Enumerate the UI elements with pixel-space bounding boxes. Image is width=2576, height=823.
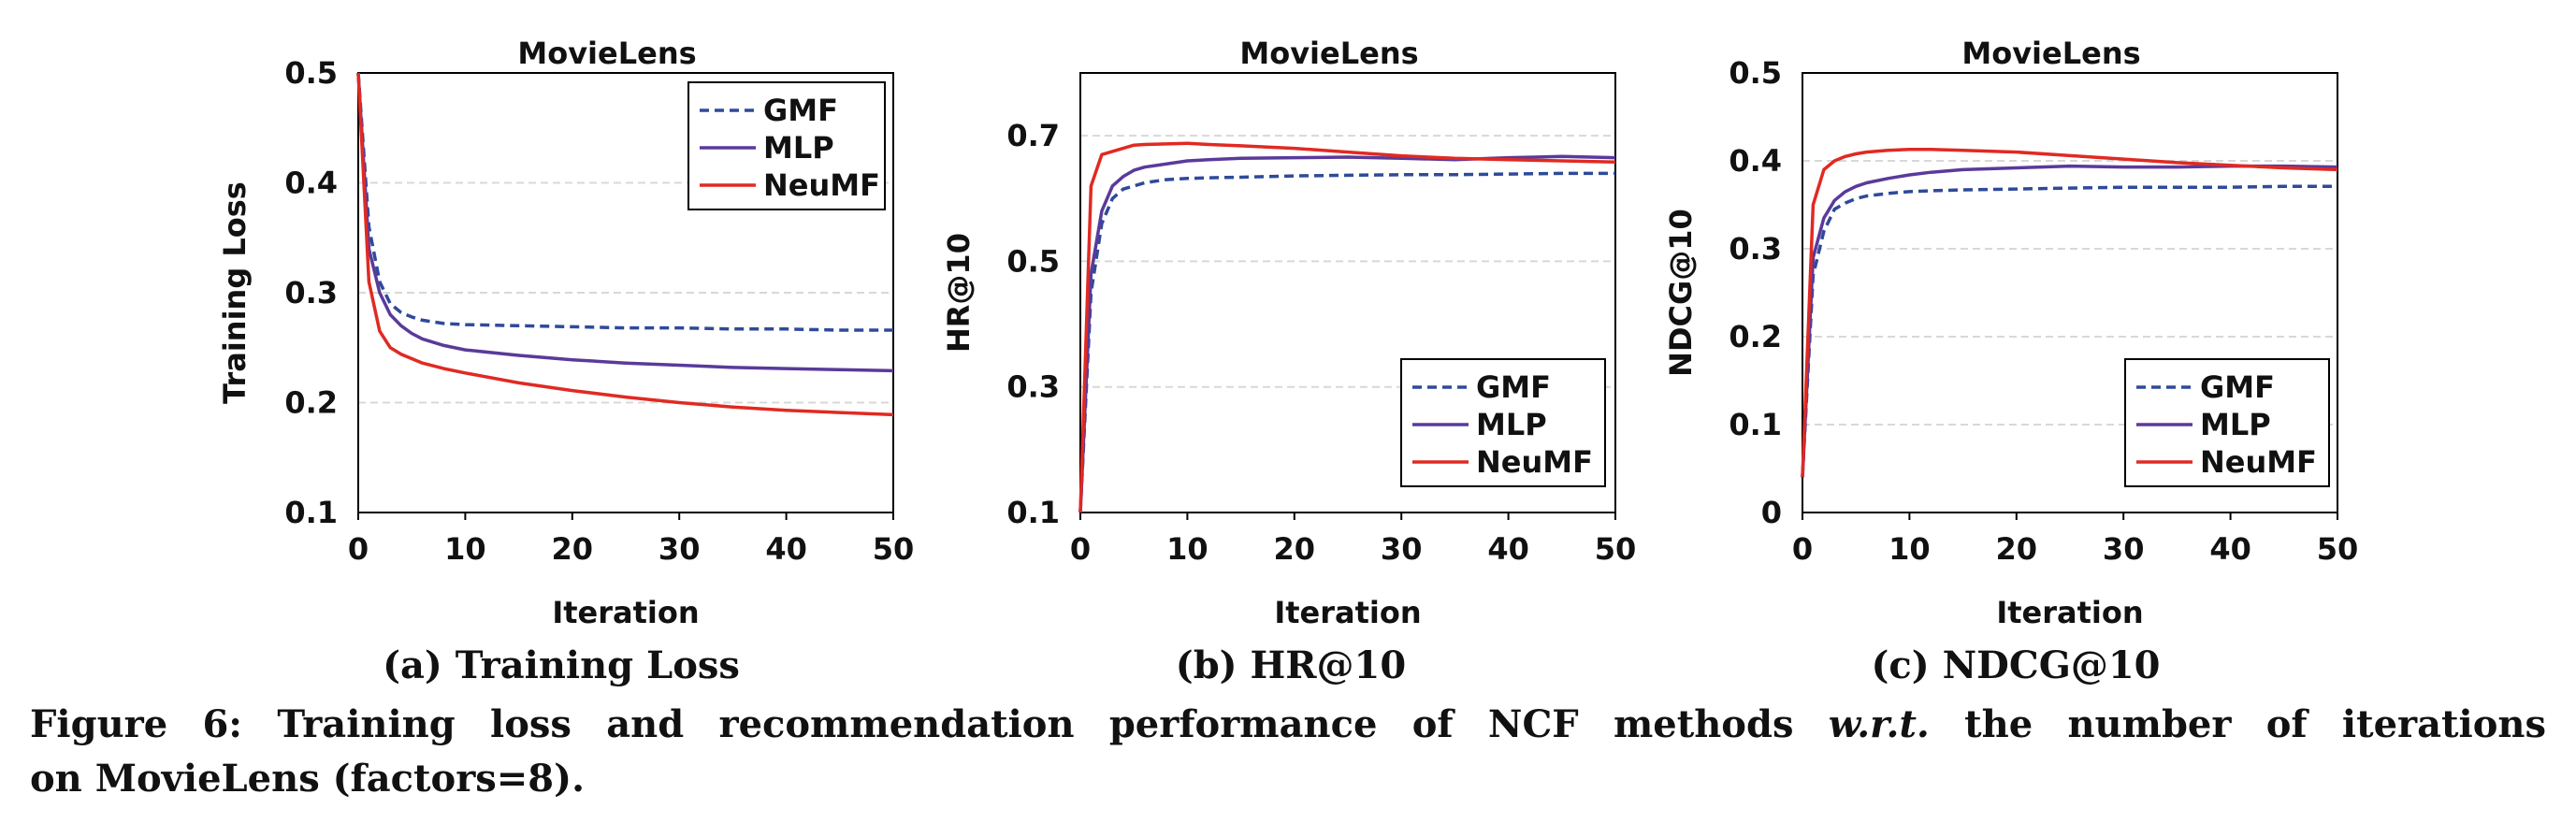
legend-label-mlp: MLP — [1476, 407, 1547, 442]
panel-training-loss: 0 10 20 30 40 50 0.1 0.2 0.3 0.4 0.5 MovieLens Itera… — [217, 36, 914, 630]
y-tick-label: 0.4 — [284, 166, 338, 201]
x-axis-label: Iteration — [1274, 595, 1421, 630]
series-line-mlp — [356, 72, 894, 373]
x-tick-label: 10 — [1166, 531, 1208, 567]
chart-title: MovieLens — [517, 36, 696, 71]
y-tick-label: 0.2 — [1729, 319, 1782, 354]
x-tick-label: 0 — [348, 531, 369, 567]
series-line-neumf — [356, 72, 894, 417]
y-tick-label: 0.4 — [1729, 143, 1782, 179]
x-tick-label: 30 — [658, 531, 701, 567]
legend-box — [687, 81, 886, 210]
panel-hr10: 0 10 20 30 40 50 0.1 0.3 0.5 0.7 MovieLens Iteratio… — [941, 36, 1636, 630]
x-tick-label: 20 — [552, 531, 594, 567]
x-tick-label: 10 — [1889, 531, 1931, 567]
caption-text-after: the number of iterations — [1964, 702, 2546, 746]
y-tick-label: 0.3 — [1729, 231, 1782, 267]
series-line-gmf — [1801, 184, 2337, 478]
y-tick-label: 0.1 — [284, 495, 338, 530]
legend-box — [1400, 358, 1606, 487]
y-tick-label: 0.5 — [284, 55, 338, 91]
series-line-gmf — [1078, 171, 1615, 513]
legend-label-neumf: NeuMF — [2200, 444, 2317, 480]
x-tick-label: 0 — [1070, 531, 1091, 567]
series-line-neumf — [1801, 148, 2338, 478]
legend-label-gmf: GMF — [763, 93, 838, 128]
caption-line-2: on MovieLens (factors=8). — [30, 757, 585, 801]
panel-ndcg10: 0 10 20 30 40 50 0 0.1 0.2 0.3 0.4 0.5 MovieLens Iter… — [1663, 36, 2358, 630]
subcaption-c: (c) NDCG@10 — [1871, 643, 2161, 687]
caption-text: Training loss and recommendation perform… — [277, 702, 1794, 746]
y-tick-label: 0.7 — [1006, 118, 1060, 153]
legend-label-mlp: MLP — [2200, 407, 2271, 442]
y-tick-label: 0.5 — [1729, 55, 1782, 91]
x-tick-label: 40 — [765, 531, 807, 567]
plot-frame — [357, 72, 894, 513]
y-tick-label: 0.2 — [284, 385, 338, 421]
y-tick-label: 0.3 — [284, 275, 338, 310]
chart-title: MovieLens — [1961, 36, 2140, 71]
y-axis-label: NDCG@10 — [1663, 209, 1699, 377]
x-tick-label: 30 — [1381, 531, 1423, 567]
subcaption-a: (a) Training Loss — [383, 643, 740, 687]
caption-italic: w.r.t. — [1828, 702, 1930, 746]
x-tick-label: 50 — [1595, 531, 1637, 567]
y-tick-label: 0.5 — [1006, 243, 1060, 279]
x-tick-label: 40 — [1487, 531, 1529, 567]
legend-label-gmf: GMF — [1476, 369, 1551, 405]
x-tick-label: 50 — [873, 531, 915, 567]
series-line-gmf — [356, 72, 893, 332]
plot-frame — [1079, 72, 1616, 513]
plot-frame — [1802, 72, 2338, 513]
y-tick-label: 0.3 — [1006, 369, 1060, 405]
x-tick-label: 30 — [2103, 531, 2145, 567]
x-tick-label: 40 — [2209, 531, 2251, 567]
figure-charts: 0 10 20 30 40 50 0.1 0.2 0.3 0.4 0.5 MovieLens Itera… — [217, 36, 2358, 630]
x-tick-label: 20 — [1996, 531, 2038, 567]
x-tick-label: 50 — [2317, 531, 2359, 567]
legend-label-gmf: GMF — [2200, 369, 2275, 405]
y-axis-label: Training Loss — [217, 181, 253, 404]
chart-title: MovieLens — [1239, 36, 1418, 71]
caption-label: Figure 6: — [30, 702, 243, 746]
series-line-neumf — [1078, 141, 1616, 513]
y-axis-label: HR@10 — [941, 233, 977, 353]
subcaption-b: (b) HR@10 — [1175, 643, 1407, 687]
y-tick-label: 0.1 — [1729, 407, 1782, 442]
legend-box — [2124, 358, 2330, 487]
x-axis-label: Iteration — [1996, 595, 2143, 630]
x-tick-label: 20 — [1274, 531, 1316, 567]
y-tick-label: 0 — [1761, 495, 1782, 530]
x-axis-label: Iteration — [552, 595, 699, 630]
legend-label-neumf: NeuMF — [763, 167, 880, 203]
x-tick-label: 0 — [1792, 531, 1813, 567]
legend-label-neumf: NeuMF — [1476, 444, 1593, 480]
y-tick-label: 0.1 — [1006, 495, 1060, 530]
figure-caption: Figure 6: Training loss and recommendati… — [30, 698, 2546, 806]
legend-label-mlp: MLP — [763, 130, 834, 166]
x-tick-label: 10 — [444, 531, 486, 567]
series-line-mlp — [1801, 164, 2338, 478]
